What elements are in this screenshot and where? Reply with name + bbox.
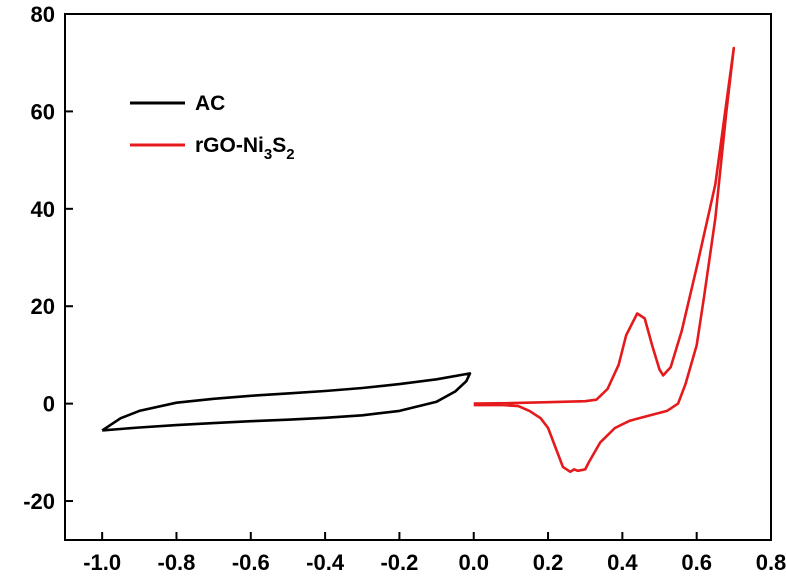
legend-label-rgo-ni3s2-mid: S [272, 134, 286, 157]
legend-label-rgo-ni3s2-base: rGO-Ni [195, 134, 264, 157]
x-tick-label-6: 0.2 [533, 550, 564, 575]
x-tick-label-0: -1.0 [83, 550, 121, 575]
x-tick-label-3: -0.4 [306, 550, 345, 575]
y-tick-label-1: 0 [43, 392, 55, 417]
y-tick-label-3: 40 [31, 197, 55, 222]
x-tick-label-2: -0.6 [232, 550, 270, 575]
x-tick-label-5: 0.0 [458, 550, 489, 575]
x-axis-ticks [101, 532, 772, 540]
x-tick-label-9: 0.8 [756, 550, 786, 575]
y-tick-label-2: 20 [31, 294, 55, 319]
x-tick-label-1: -0.8 [158, 550, 196, 575]
series-line-1 [473, 46, 736, 474]
y-tick-label-5: 80 [31, 2, 55, 27]
legend: AC rGO-Ni3S2 [130, 92, 295, 163]
series-lines [101, 46, 736, 474]
legend-label-rgo-ni3s2-sub2: 2 [286, 146, 294, 163]
y-tick-label-0: -20 [23, 489, 55, 514]
x-tick-label-8: 0.6 [681, 550, 712, 575]
x-tick-label-4: -0.2 [380, 550, 418, 575]
legend-label-rgo-ni3s2-sub1: 3 [264, 146, 272, 163]
legend-label-ac-text: AC [195, 92, 225, 115]
y-axis-tick-labels: -20 0 20 40 60 80 [23, 2, 55, 514]
legend-label-rgo-ni3s2: rGO-Ni3S2 [195, 134, 295, 163]
plot-frame [64, 13, 772, 541]
y-axis-ticks [65, 13, 73, 503]
legend-entry-ac: AC [130, 92, 225, 115]
y-tick-label-4: 60 [31, 99, 55, 124]
x-tick-label-7: 0.4 [607, 550, 638, 575]
series-line-0 [101, 372, 472, 432]
legend-entry-rgo-ni3s2: rGO-Ni3S2 [130, 134, 295, 163]
x-axis-tick-labels: -1.0 -0.8 -0.6 -0.4 -0.2 0.0 0.2 0.4 0.6 0.8 [83, 550, 786, 575]
legend-label-ac: AC [195, 92, 225, 115]
